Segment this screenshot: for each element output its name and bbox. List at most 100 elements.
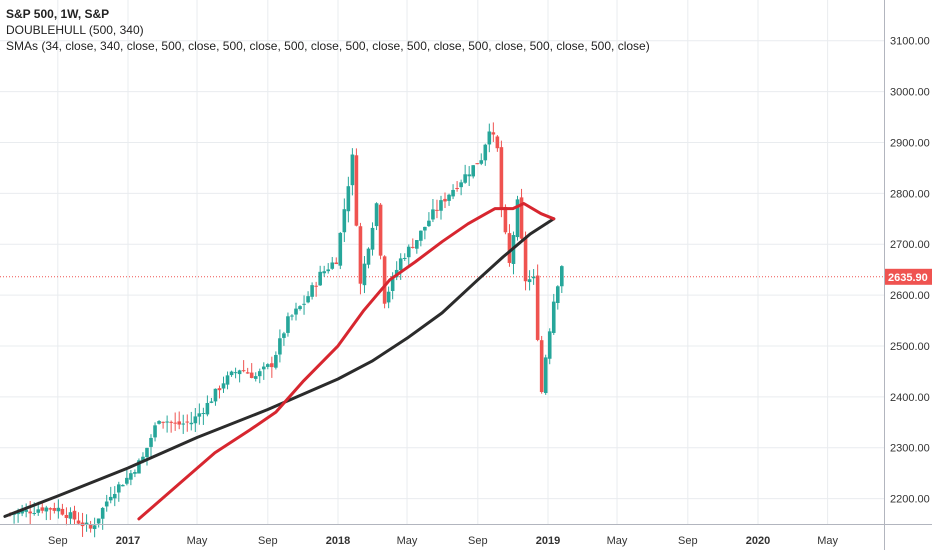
candle xyxy=(137,458,141,474)
candle xyxy=(427,212,431,228)
candle-body xyxy=(374,203,379,227)
candle-body xyxy=(370,227,375,250)
candle xyxy=(116,481,121,502)
candle xyxy=(519,188,524,241)
candle-body xyxy=(527,279,532,283)
candle xyxy=(161,421,165,429)
symbol-title[interactable]: S&P 500, 1W, S&P xyxy=(6,7,110,21)
candle-body xyxy=(92,525,97,530)
x-tick-label: May xyxy=(397,535,418,547)
candle xyxy=(366,247,371,269)
candle-body xyxy=(129,473,133,480)
candle-body xyxy=(326,269,331,272)
candle-body xyxy=(125,477,129,484)
candle-body xyxy=(362,263,367,286)
candle-body xyxy=(503,206,508,233)
candle xyxy=(435,199,439,219)
sma-34-line xyxy=(137,202,556,521)
candle xyxy=(221,376,226,393)
candle-body xyxy=(467,174,471,177)
candle-body xyxy=(217,388,222,391)
candle-body xyxy=(346,186,351,212)
candle-body xyxy=(249,372,254,378)
candle xyxy=(104,494,109,512)
candle-body xyxy=(423,226,427,231)
candle-body xyxy=(390,276,395,291)
candle-body xyxy=(543,357,548,394)
candle-body xyxy=(475,163,480,165)
candle-body xyxy=(20,510,24,514)
candle xyxy=(370,222,375,256)
candle-body xyxy=(137,460,141,474)
candle xyxy=(257,368,262,384)
candle xyxy=(415,240,419,254)
candle-body xyxy=(551,301,556,333)
candle xyxy=(60,503,65,516)
candle-body xyxy=(133,472,137,474)
candle-body xyxy=(402,257,407,259)
candle xyxy=(378,203,383,260)
candle xyxy=(48,507,53,520)
candle xyxy=(487,123,492,153)
candle-body xyxy=(302,303,306,305)
candle xyxy=(253,372,258,382)
candle xyxy=(334,257,339,265)
candle-body xyxy=(56,507,61,512)
candle-body xyxy=(507,233,512,263)
candle xyxy=(177,411,182,430)
candle xyxy=(471,164,476,179)
candle xyxy=(531,269,536,285)
x-tick-label: May xyxy=(817,535,838,547)
candle xyxy=(374,202,379,231)
candle xyxy=(423,226,427,240)
candle xyxy=(52,502,57,514)
candle-body xyxy=(257,371,262,377)
candle xyxy=(193,408,198,432)
candle xyxy=(386,286,391,309)
candle-body xyxy=(205,402,210,415)
candle-body xyxy=(334,262,339,265)
candle xyxy=(479,153,484,166)
candle-body xyxy=(515,199,520,238)
candle xyxy=(298,305,302,311)
candle xyxy=(527,270,532,291)
candle xyxy=(499,140,504,218)
candle xyxy=(346,176,351,223)
candle-body xyxy=(278,338,282,355)
candle-body xyxy=(84,522,89,525)
candle-body xyxy=(233,372,238,374)
candle-body xyxy=(519,197,524,239)
candle xyxy=(515,195,520,241)
candle-body xyxy=(145,447,149,458)
candle xyxy=(322,265,326,277)
candle-body xyxy=(241,370,246,372)
candle-body xyxy=(52,508,57,511)
candle-body xyxy=(282,333,286,338)
candle xyxy=(233,367,238,379)
candle-body xyxy=(350,154,355,186)
candle-body xyxy=(225,375,230,385)
candle-body xyxy=(419,230,423,241)
candle xyxy=(205,395,210,417)
candle xyxy=(402,253,407,261)
candle-body xyxy=(398,258,403,271)
indicator-smas-label[interactable]: SMAs (34, close, 340, close, 500, close,… xyxy=(6,39,650,53)
candle-body xyxy=(161,421,165,423)
candle-body xyxy=(193,416,198,424)
candle xyxy=(439,195,443,220)
candle xyxy=(108,486,113,504)
candle xyxy=(72,505,77,525)
candle-body xyxy=(48,508,53,510)
candle xyxy=(560,265,564,293)
candle-body xyxy=(483,144,488,161)
candle-body xyxy=(560,266,564,287)
indicator-doublehull-label[interactable]: DOUBLEHULL (500, 340) xyxy=(6,23,144,37)
candle xyxy=(382,255,387,309)
candle xyxy=(133,469,137,478)
candle-body xyxy=(165,421,169,423)
candle-body xyxy=(435,209,439,211)
candle-body xyxy=(64,514,69,518)
candle-body xyxy=(439,200,443,211)
candle-body xyxy=(237,370,242,375)
